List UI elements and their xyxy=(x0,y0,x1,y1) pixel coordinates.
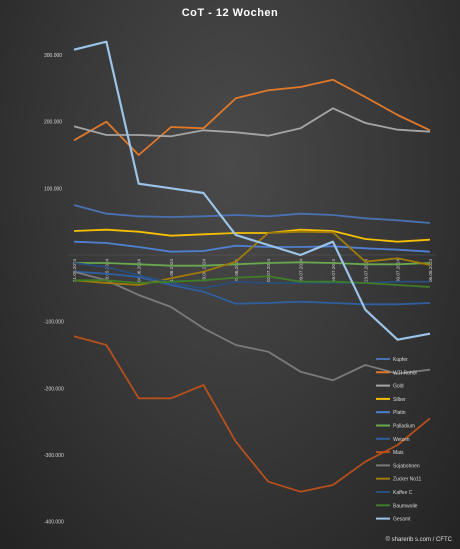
x-tick-label: 02.07.2024 xyxy=(266,259,271,282)
x-tick-label: 06.08.2024 xyxy=(428,259,433,282)
series-line-gesamt xyxy=(73,40,431,341)
x-tick-label: 09.07.2024 xyxy=(299,259,304,282)
y-tick-label: -100.000 xyxy=(44,320,64,326)
legend-label-kupfer: Kupfer xyxy=(393,357,408,363)
y-tick-label: -400.000 xyxy=(44,520,64,526)
legend-label-gold: Gold xyxy=(393,384,404,390)
legend-label-weizen: Weizen xyxy=(393,437,410,443)
series-line-palladium xyxy=(74,261,431,267)
x-tick-label: 21.05.2024 xyxy=(72,259,77,282)
series-line-kupfer xyxy=(73,204,431,224)
legend-label-baumwolle: Baumwolle xyxy=(393,503,418,509)
series-line-silber xyxy=(73,228,431,243)
series-line-zucker-no11 xyxy=(73,230,431,286)
legend-label-wti-roh-l: WTI Rohöl xyxy=(393,370,417,376)
x-tick-label: 11.06.2024 xyxy=(169,259,174,282)
x-tick-label: 30.07.2024 xyxy=(396,259,401,282)
y-axis-ticks: 300.000 200.000 100.000 -100.000 -200.000 -30… xyxy=(44,53,64,526)
source-credit: © sharerib s.com / CFTC xyxy=(386,536,453,543)
chart-title: CoT - 12 Wochen xyxy=(182,7,279,19)
x-axis-ticks: 21.05.2024 28.05.2024 04.06.2024 11.06.2024… xyxy=(72,259,433,282)
series-line-baumwolle xyxy=(74,275,431,288)
x-tick-label: 18.06.2024 xyxy=(201,259,206,282)
series-lines xyxy=(73,40,431,493)
y-tick-label: 100.000 xyxy=(44,186,62,192)
x-tick-label: 28.05.2024 xyxy=(104,259,109,282)
x-tick-label: 16.07.2024 xyxy=(331,259,336,282)
legend-label-platin: Platin xyxy=(393,410,406,416)
legend-label-zucker-no11: Zucker No11 xyxy=(393,477,421,483)
series-line-gold xyxy=(73,107,431,138)
legend-label-mais: Mais xyxy=(393,450,404,456)
x-tick-label: 25.06.2024 xyxy=(234,259,239,282)
series-line-mais xyxy=(73,335,431,493)
y-tick-label: -200.000 xyxy=(44,386,64,392)
x-tick-label: 23.07.2024 xyxy=(363,259,368,282)
legend-label-palladium: Palladium xyxy=(393,424,415,430)
legend-label-gesamt: Gesamt xyxy=(393,517,411,523)
series-line-wti-roh-l xyxy=(73,78,431,156)
legend-label-kaffee-c: Kaffee C xyxy=(393,490,413,496)
legend-label-silber: Silber xyxy=(393,397,406,403)
legend: Kupfer WTI Rohöl Gold Silber Platin Palladium… xyxy=(376,357,421,523)
x-tick-label: 04.06.2024 xyxy=(137,259,142,282)
series-line-weizen xyxy=(73,270,431,306)
y-tick-label: -300.000 xyxy=(44,453,64,459)
y-tick-label: 200.000 xyxy=(44,120,62,126)
y-tick-label: 300.000 xyxy=(44,53,62,59)
series-line-sojabohnen xyxy=(73,270,431,382)
legend-label-sojabohnen: Sojabohnen xyxy=(393,463,420,469)
